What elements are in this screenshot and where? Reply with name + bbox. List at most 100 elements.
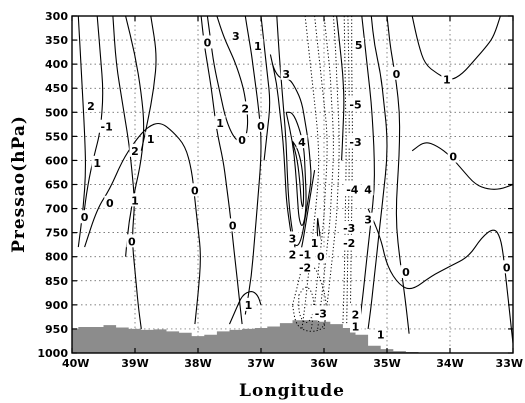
contour-label-bg	[129, 193, 141, 207]
contour-line-positive	[228, 291, 262, 325]
x-tick-label: 38W	[184, 357, 211, 370]
contour-label: 0	[204, 36, 212, 49]
contour-label-bg	[242, 297, 254, 311]
contour-label-bg	[189, 183, 201, 197]
y-tick-label: 400	[45, 58, 68, 71]
y-tick-label: 550	[45, 130, 68, 143]
contour-line-positive	[367, 208, 513, 344]
contour-label: 0	[81, 211, 89, 224]
contour-label-bg	[312, 306, 330, 320]
contour-label: 1	[377, 329, 385, 342]
contour-line-positive	[244, 16, 262, 315]
contour-label: -5	[349, 99, 361, 112]
contour-label: 1	[245, 299, 253, 312]
y-tick-label: 450	[45, 82, 68, 95]
contour-line-negative	[342, 16, 347, 325]
contour-label-bg	[126, 234, 138, 248]
contour-label: -3	[315, 308, 327, 321]
contour-label-bg	[447, 149, 459, 163]
contour-label: 5	[355, 39, 363, 52]
contour-label-bg	[390, 66, 402, 80]
contour-line-positive	[112, 16, 142, 329]
contour-label: 0	[106, 197, 114, 210]
contour-label: 3	[282, 68, 290, 81]
y-tick-label: 800	[45, 251, 68, 264]
contour-label-bg	[350, 307, 361, 321]
contour-line-positive	[367, 16, 388, 329]
contour-label: 1	[93, 157, 101, 170]
contour-label: 0	[229, 219, 237, 232]
contour-label-bg	[214, 115, 226, 129]
x-axis-label: Longitude	[239, 381, 345, 401]
contour-label: 4	[298, 136, 306, 149]
contour-label-bg	[227, 218, 239, 232]
contour-label-bg	[98, 119, 116, 133]
contour-label: -3	[343, 222, 355, 235]
y-tick-label: 500	[45, 106, 68, 119]
contour-line-positive	[411, 16, 501, 80]
contour-label-bg	[79, 210, 91, 224]
contour-line-positive	[77, 16, 86, 248]
contour-label: -1	[299, 248, 311, 261]
contour-label-bg	[91, 155, 103, 169]
contour-label: 0	[191, 184, 199, 197]
contour-label-bg	[343, 182, 361, 196]
y-tick-label: 700	[45, 203, 68, 216]
contour-label-bg	[287, 231, 298, 245]
x-tick-label: 36W	[310, 357, 337, 370]
x-tick-label: 40W	[62, 357, 89, 370]
contour-label: 2	[241, 102, 249, 115]
contour-label-bg	[347, 97, 364, 111]
contour-line-positive	[386, 16, 410, 334]
contour-lines	[77, 16, 513, 344]
contour-label: -1	[101, 121, 113, 134]
contour-label: 1	[311, 237, 319, 250]
contour-label: 1	[216, 117, 224, 130]
contour-line-positive	[291, 140, 305, 208]
contour-line-negative	[301, 16, 320, 329]
y-tick-label: 1000	[37, 347, 68, 360]
contour-label-bg	[296, 247, 314, 261]
contour-line-negative	[323, 16, 340, 329]
contour-line-positive	[140, 16, 157, 151]
x-tick-label: 33W	[496, 357, 523, 370]
y-tick-label: 350	[45, 34, 68, 47]
contour-label-bg	[230, 29, 242, 43]
contour-label: 1	[254, 40, 262, 53]
contour-label: 1	[443, 74, 451, 87]
contour-label: 0	[393, 68, 401, 81]
y-tick-label: 900	[45, 299, 68, 312]
contour-line-positive	[200, 16, 243, 325]
contour-label: -3	[349, 136, 361, 149]
contour-label-bg	[287, 247, 298, 261]
contour-line-positive	[84, 122, 201, 325]
contour-line-positive	[336, 16, 345, 161]
contour-label: 0	[317, 251, 325, 264]
axis-ticks: 40W 39W 38W 37W 36W 35W 34W 33W3003504004505005…	[37, 10, 523, 370]
contour-label-bg	[201, 35, 213, 49]
contour-label: 3	[364, 214, 372, 227]
contour-label: 0	[503, 261, 511, 274]
contour-line-positive	[260, 16, 271, 161]
contour-label: 3	[289, 232, 297, 245]
contour-label: 2	[289, 248, 297, 261]
contour-label-bg	[296, 135, 308, 149]
contour-label: 0	[128, 235, 136, 248]
contour-label: 2	[131, 145, 139, 158]
contour-label-bg	[362, 182, 374, 196]
contour-line-positive	[411, 142, 513, 190]
contour-label-bg	[340, 236, 358, 250]
contour-label: 0	[238, 134, 246, 147]
contour-line-positive	[206, 16, 249, 142]
contour-label: 1	[131, 194, 139, 207]
contour-line-negative	[346, 16, 350, 325]
contour-line-negative	[310, 16, 328, 329]
y-tick-label: 950	[45, 323, 68, 336]
contour-label: 3	[232, 30, 240, 43]
contour-label: -2	[299, 261, 311, 274]
contour-label: 2	[87, 100, 95, 113]
contour-label-bg	[350, 319, 361, 333]
x-tick-label: 39W	[121, 357, 148, 370]
